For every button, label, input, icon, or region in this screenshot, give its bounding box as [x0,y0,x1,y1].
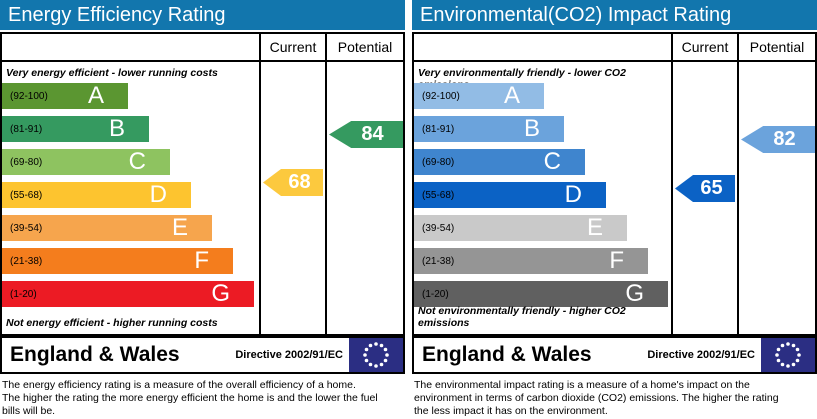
band-range-label: (92-100) [10,90,48,102]
current-rating-arrow: 65 [675,175,735,202]
top-scale-note: Very energy efficient - lower running co… [6,67,218,79]
band-letter: C [543,148,561,175]
rating-band-f: (21-38) F [414,248,648,274]
header-spacer-cell [414,34,673,60]
potential-cell: 82 [739,62,815,334]
rating-band-c: (69-80) C [414,149,585,175]
rating-band-g: (1-20) G [414,281,668,307]
table-body-row: Very energy efficient - lower running co… [2,62,403,334]
band-letter: A [503,82,520,109]
directive-label: Directive 2002/91/EC [235,349,343,361]
rating-band-e: (39-54) E [2,215,212,241]
band-letter: A [87,82,104,109]
header-spacer-cell [2,34,261,60]
bands-area: (92-100) A (81-91) B (69-80) C (55-68) D (39-54)… [414,83,671,314]
current-cell: 68 [261,62,327,334]
band-range-label: (69-80) [422,156,455,168]
band-range-label: (92-100) [422,90,460,102]
rating-band-a: (92-100) A [414,83,544,109]
region-bar: England & Wales Directive 2002/91/EC [412,336,817,374]
band-letter: D [564,181,582,208]
band-letter: B [108,115,125,142]
potential-cell: 84 [327,62,403,334]
bottom-scale-note: Not energy efficient - higher running co… [6,317,218,329]
band-range-label: (21-38) [422,255,455,267]
energy-efficiency-chart: Energy Efficiency Rating Current Potenti… [0,0,405,418]
bands-cell: Very environmentally friendly - lower CO… [414,62,673,334]
region-label: England & Wales [422,343,592,366]
rating-table: Current Potential Very energy efficient … [0,32,405,336]
band-letter: C [128,148,146,175]
chart-title: Energy Efficiency Rating [0,0,405,30]
band-letter: F [609,247,624,274]
current-column-header: Current [673,34,739,60]
rating-band-e: (39-54) E [414,215,627,241]
rating-band-d: (55-68) D [2,182,191,208]
band-letter: D [149,181,167,208]
eu-flag-icon [761,338,815,372]
band-range-label: (81-91) [10,123,43,135]
potential-rating-arrow: 82 [741,126,815,153]
rating-band-g: (1-20) G [2,281,254,307]
band-range-label: (21-38) [10,255,43,267]
potential-column-header: Potential [337,39,393,55]
bands-cell: Very energy efficient - lower running co… [2,62,261,334]
rating-band-a: (92-100) A [2,83,128,109]
table-header-row: Current Potential [2,34,403,62]
band-range-label: (69-80) [10,156,43,168]
band-letter: G [211,280,230,307]
region-label: England & Wales [10,343,180,366]
band-letter: E [171,214,188,241]
band-letter: E [586,214,603,241]
band-range-label: (1-20) [422,288,449,300]
potential-column-header: Potential [749,39,805,55]
environmental-impact-chart: Environmental(CO2) Impact Rating Current… [412,0,817,418]
band-range-label: (1-20) [10,288,37,300]
potential-rating-arrow: 84 [329,121,403,148]
rating-table: Current Potential Very environmentally f… [412,32,817,336]
bottom-scale-note: Not environmentally friendly - higher CO… [418,305,626,329]
band-letter: F [194,247,209,274]
chart-description: The environmental impact rating is a mea… [414,379,779,417]
table-header-row: Current Potential [414,34,815,62]
chart-description: The energy efficiency rating is a measur… [2,379,378,417]
rating-band-b: (81-91) B [414,116,564,142]
rating-band-c: (69-80) C [2,149,170,175]
current-cell: 65 [673,62,739,334]
table-body-row: Very environmentally friendly - lower CO… [414,62,815,334]
band-range-label: (55-68) [422,189,455,201]
band-range-label: (55-68) [10,189,43,201]
band-letter: B [523,115,540,142]
band-letter: G [625,280,644,307]
rating-band-f: (21-38) F [2,248,233,274]
directive-label: Directive 2002/91/EC [647,349,755,361]
chart-title: Environmental(CO2) Impact Rating [412,0,817,30]
bands-area: (92-100) A (81-91) B (69-80) C (55-68) D (39-54)… [2,83,259,314]
rating-band-b: (81-91) B [2,116,149,142]
region-bar: England & Wales Directive 2002/91/EC [0,336,405,374]
band-range-label: (39-54) [10,222,43,234]
band-range-label: (81-91) [422,123,455,135]
current-rating-arrow: 68 [263,169,323,196]
eu-flag-icon [349,338,403,372]
current-column-header: Current [261,34,327,60]
band-range-label: (39-54) [422,222,455,234]
rating-band-d: (55-68) D [414,182,606,208]
